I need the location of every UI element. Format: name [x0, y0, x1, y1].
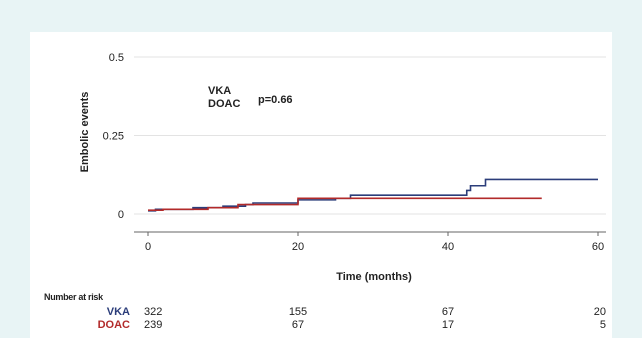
risk-value-vka-40: 67 — [442, 306, 454, 318]
risk-value-vka-60: 20 — [594, 306, 606, 318]
risk-value-doac-0: 239 — [144, 319, 162, 331]
legend-doac: DOAC — [208, 98, 240, 110]
y-tick-label-2: 0.5 — [109, 52, 124, 64]
risk-value-doac-60: 5 — [600, 319, 606, 331]
risk-value-vka-20: 155 — [289, 306, 307, 318]
risk-value-vka-0: 322 — [144, 306, 162, 318]
risk-row-label-vka: VKA — [107, 306, 130, 318]
legend-vka: VKA — [208, 85, 231, 97]
risk-table-title: Number at risk — [44, 292, 104, 302]
y-axis-label: Embolic events — [79, 92, 91, 173]
risk-row-label-doac: DOAC — [98, 319, 130, 331]
risk-value-doac-20: 67 — [292, 319, 304, 331]
x-tick-label-1: 20 — [292, 241, 304, 253]
x-axis-label: Time (months) — [336, 271, 412, 283]
y-tick-label-0: 0 — [118, 209, 124, 221]
x-tick-label-3: 60 — [592, 241, 604, 253]
x-tick-label-0: 0 — [145, 241, 151, 253]
series-line-vka — [148, 178, 598, 212]
p-value-annotation: p=0.66 — [258, 94, 293, 106]
chart-panel — [30, 32, 612, 338]
risk-value-doac-40: 17 — [442, 319, 454, 331]
x-tick-label-2: 40 — [442, 241, 454, 253]
series-line-doac — [148, 197, 542, 212]
y-tick-label-1: 0.25 — [103, 131, 124, 143]
